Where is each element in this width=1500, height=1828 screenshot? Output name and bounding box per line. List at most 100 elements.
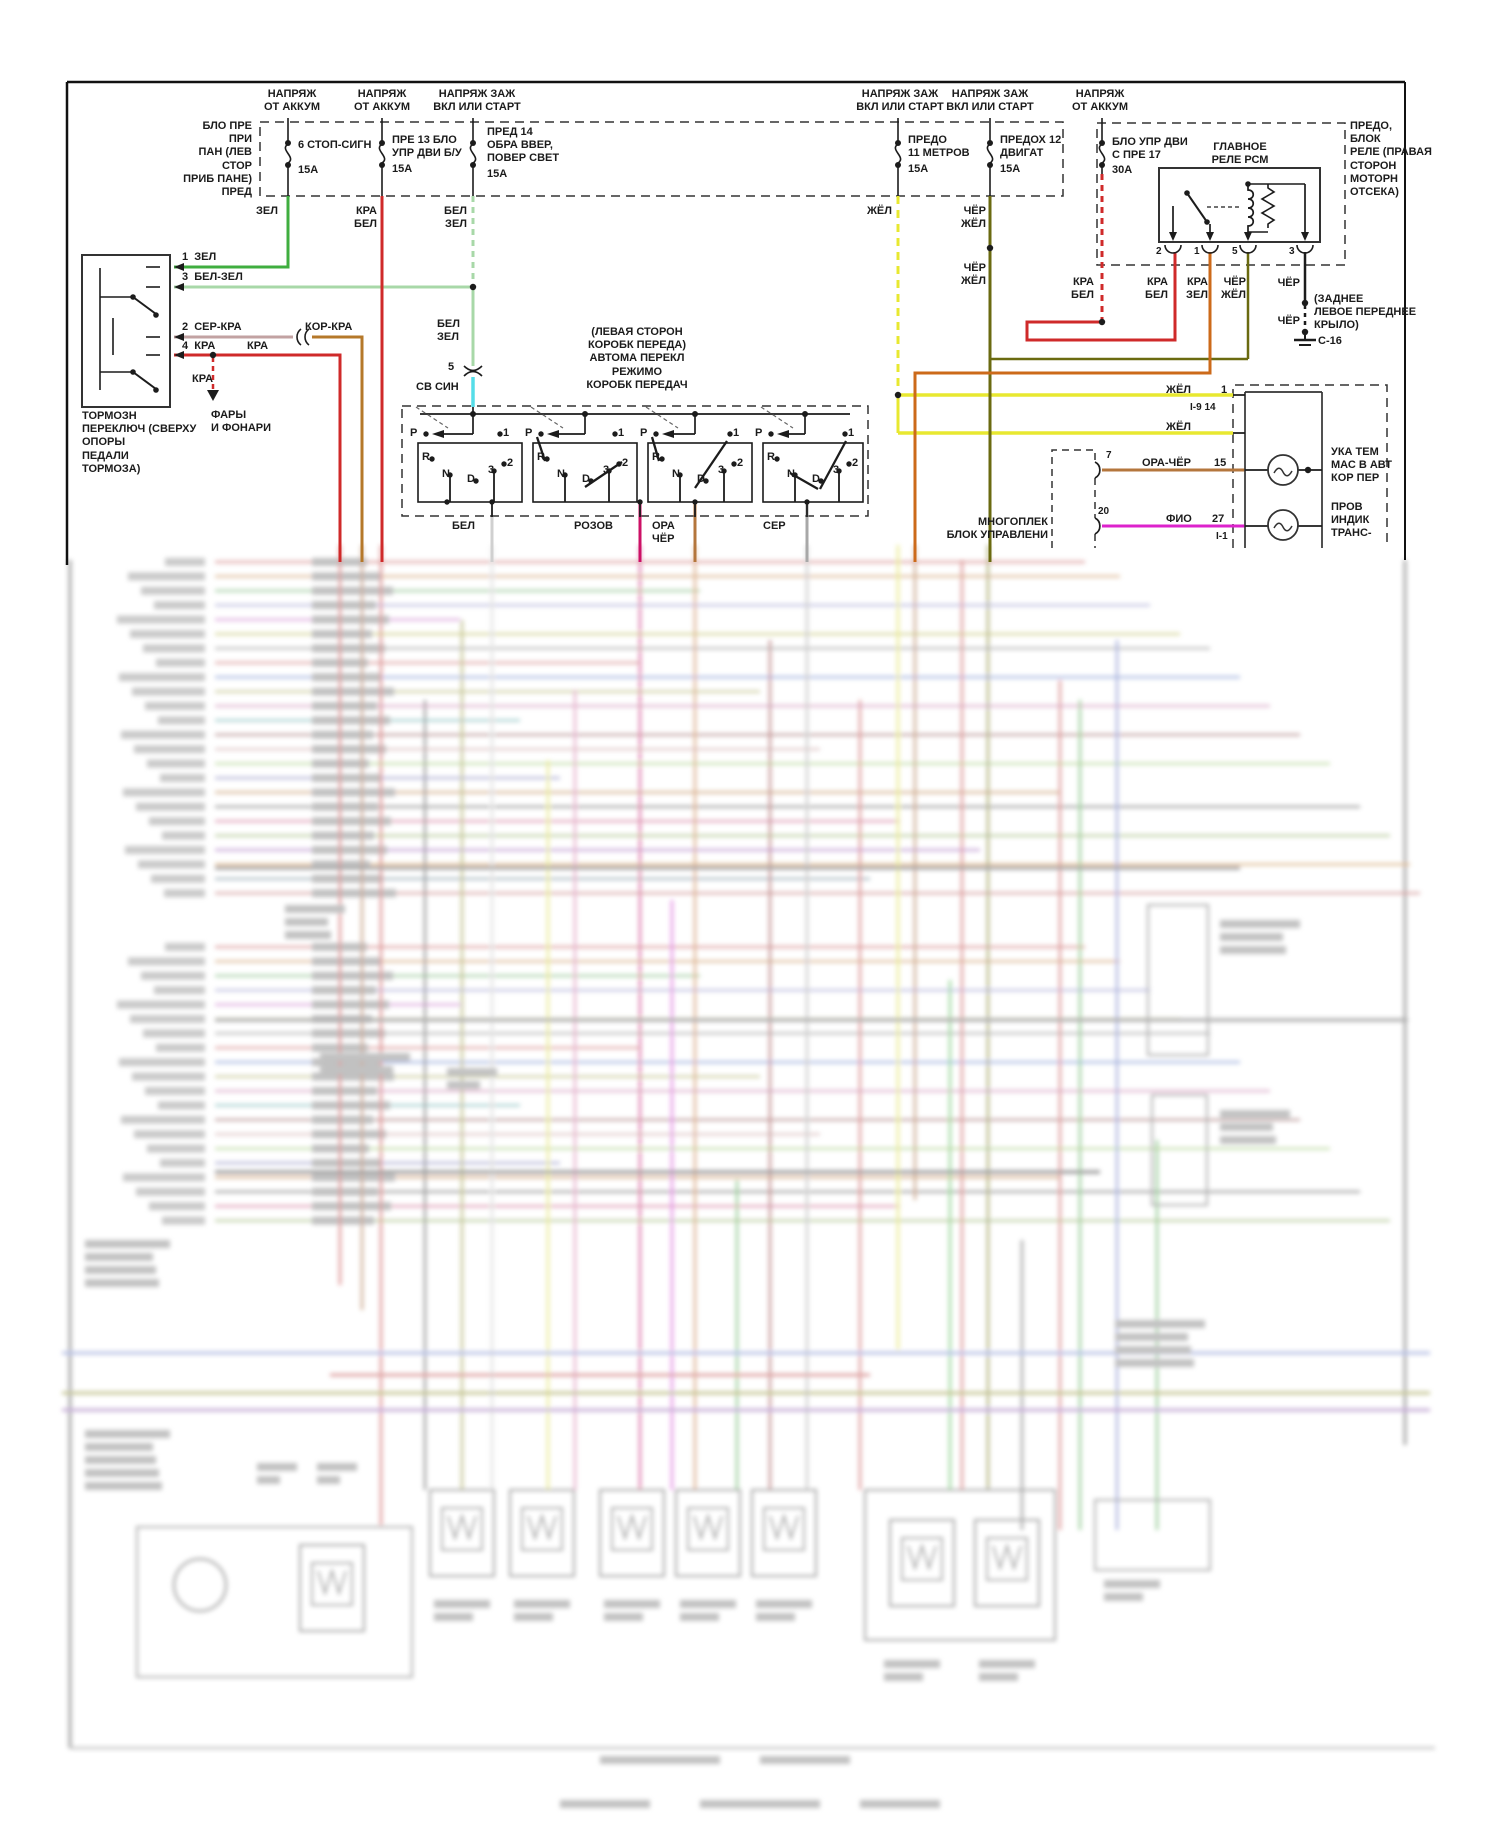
fuse6-amp: 15А xyxy=(298,164,319,176)
relay-title: ГЛАВНОЕ РЕЛЕ РСМ xyxy=(1211,141,1269,167)
wire-zhel-h1: ЖЁЛ xyxy=(1166,384,1192,396)
wire-krazel-p1: КРА ЗЕЛ xyxy=(1186,276,1208,302)
ground-code: С-16 xyxy=(1318,335,1342,347)
gear-position-letter: P xyxy=(755,427,763,439)
gear-position-letter: 1 xyxy=(503,427,510,439)
fuse11-amp: 15А xyxy=(908,163,929,175)
wire-cher-p3a: ЧЁР xyxy=(1277,277,1300,289)
mux-pin-7: 7 xyxy=(1106,450,1112,461)
gear-position-letter: 2 xyxy=(737,457,744,469)
fuse17-label: БЛО УПР ДВИ С ПРЕ 17 xyxy=(1112,136,1188,162)
gear-position-letter: 1 xyxy=(848,427,855,439)
wire-krabel-f17: КРА БЕЛ xyxy=(1071,276,1094,302)
connector-ref-i1: I-1 xyxy=(1216,531,1228,542)
brake-terminal-3: 3 БЕЛ-ЗЕЛ xyxy=(182,271,243,283)
fuse13-amp: 15А xyxy=(392,163,413,175)
gear-position-letter: 3 xyxy=(603,464,610,476)
sharp-diagram-section xyxy=(65,80,1406,565)
mux-pin-20: 20 xyxy=(1098,506,1110,517)
wire-oracher-num: 15 xyxy=(1214,457,1227,469)
connector-ref-i9: I-9 14 xyxy=(1190,402,1216,413)
gear-position-letter: P xyxy=(640,427,648,439)
wire-cherzhel-f12a: ЧЁР ЖЁЛ xyxy=(960,205,986,231)
voltage-header-1: НАПРЯЖ ОТ АККУМ xyxy=(264,88,320,114)
gear-position-letter: 3 xyxy=(833,464,840,476)
multiplex-label: МНОГОПЛЕК БЛОК УПРАВЛЕНИ xyxy=(946,516,1048,542)
fuse14-label: ПРЕД 14 ОБРА ВВЕР, ПОВЕР СВЕТ xyxy=(487,126,560,165)
gear-position-letter: 2 xyxy=(507,457,514,469)
fuse14-amp: 15А xyxy=(487,168,508,180)
brake-switch-label: ТОРМОЗН ПЕРЕКЛЮЧ (СВЕРХУ ОПОРЫ ПЕДАЛИ ТО… xyxy=(82,410,197,475)
gear-position-letter: N xyxy=(442,468,450,480)
gear-position-letter: D xyxy=(582,473,590,485)
brake-terminal-2: 2 СЕР-КРА xyxy=(182,321,242,333)
brake-terminal-1: 1 ЗЕЛ xyxy=(182,251,217,263)
gearbox-out-oracher: ОРА ЧЁР xyxy=(652,520,675,546)
wire-zel-label: ЗЕЛ xyxy=(256,205,278,217)
fuse11-label: ПРЕДО 11 МЕТРОВ xyxy=(908,134,970,160)
gear-position-letter: R xyxy=(537,451,545,463)
gear-position-letter: 2 xyxy=(622,457,629,469)
voltage-header-6: НАПРЯЖ ОТ АККУМ xyxy=(1072,88,1128,114)
wire-kra-mid: КРА xyxy=(247,340,269,352)
fuse12-amp: 15А xyxy=(1000,163,1021,175)
fuse12-label: ПРЕДОХ 12 ДВИГАТ xyxy=(1000,134,1062,160)
gear-position-letter: N xyxy=(672,468,680,480)
gear-position-letter: D xyxy=(697,473,705,485)
voltage-header-5: НАПРЯЖ ЗАЖ ВКЛ ИЛИ СТАРТ xyxy=(946,88,1034,114)
gear-position-letter: 3 xyxy=(488,464,495,476)
fuse17-amp: 30А xyxy=(1112,164,1133,176)
gearbox-out-ser: СЕР xyxy=(763,520,786,532)
gear-position-letter: N xyxy=(787,468,795,480)
wire-cherzhel-p5: ЧЁР ЖЁЛ xyxy=(1220,276,1246,302)
wire-cher-p3b: ЧЁР xyxy=(1277,315,1300,327)
connector-5-num: 5 xyxy=(448,361,455,373)
wire-zhel-h2: ЖЁЛ xyxy=(1166,421,1192,433)
gear-position-letter: D xyxy=(812,473,820,485)
wire-korkra: КОР-КРА xyxy=(305,321,353,333)
wire-belzel-f14: БЕЛ ЗЕЛ xyxy=(444,205,467,231)
wire-fio-num: 27 xyxy=(1212,513,1225,525)
gauge-lamp2-label: ПРОВ ИНДИК ТРАНС- xyxy=(1331,501,1372,540)
wire-kra-down: КРА xyxy=(192,373,214,385)
gear-position-letter: P xyxy=(410,427,418,439)
gear-position-letter: R xyxy=(422,451,430,463)
wire-oracher-label: ОРА-ЧЁР xyxy=(1142,457,1191,469)
gear-position-letter: 3 xyxy=(718,464,725,476)
blurred-diagram-section xyxy=(62,545,1435,1808)
fuse13-label: ПРЕ 13 БЛО УПР ДВИ Б/У xyxy=(392,134,462,160)
relay-pin-5: 5 xyxy=(1232,246,1238,257)
wire-krabel-p2: КРА БЕЛ xyxy=(1145,276,1168,302)
voltage-header-2: НАПРЯЖ ОТ АККУМ xyxy=(354,88,410,114)
gear-position-letter: R xyxy=(767,451,775,463)
relay-pin-2: 2 xyxy=(1156,246,1162,257)
gear-position-letter: 1 xyxy=(733,427,740,439)
gearbox-out-rozov: РОЗОВ xyxy=(574,520,613,532)
gear-position-letter: R xyxy=(652,451,660,463)
ground-location-label: (ЗАДНЕЕ ЛЕВОЕ ПЕРЕДНЕЕ КРЫЛО) xyxy=(1314,293,1417,332)
gear-position-letter: N xyxy=(557,468,565,480)
gear-position-letter: P xyxy=(525,427,533,439)
gearbox-title: (ЛЕВАЯ СТОРОН КОРОБК ПЕРЕДА) АВТОМА ПЕРЕ… xyxy=(586,326,688,391)
headlights-note: ФАРЫ И ФОНАРИ xyxy=(211,409,272,435)
gearbox-out-bel: БЕЛ xyxy=(452,520,475,532)
wire-fio-label: ФИО xyxy=(1166,513,1192,525)
voltage-header-4: НАПРЯЖ ЗАЖ ВКЛ ИЛИ СТАРТ xyxy=(856,88,944,114)
gear-position-letter: D xyxy=(467,473,475,485)
gauge-lamp1-label: УКА ТЕМ МАС В АВТ КОР ПЕР xyxy=(1331,446,1393,485)
gear-position-letter: 1 xyxy=(618,427,625,439)
wire-zhel-f11: ЖЁЛ xyxy=(866,205,892,217)
relay-block-label: ПРЕДО, БЛОК РЕЛЕ (ПРАВАЯ СТОРОН МОТОРН О… xyxy=(1350,120,1432,198)
wire-cherzhel-f12b: ЧЁР ЖЁЛ xyxy=(960,262,986,288)
voltage-header-3: НАПРЯЖ ЗАЖ ВКЛ ИЛИ СТАРТ xyxy=(433,88,521,114)
fuse-block-left-label: БЛО ПРЕ ПРИ ПАН (ЛЕВ СТОР ПРИБ ПАНЕ) ПРЕ… xyxy=(183,120,252,198)
wire-krabel-f13: КРА БЕЛ xyxy=(354,205,377,231)
brake-terminal-4: 4 КРА xyxy=(182,340,216,352)
wire-zhel-h1-num: 1 xyxy=(1221,384,1228,396)
relay-pin-3: 3 xyxy=(1289,246,1295,257)
wire-svsin: СВ СИН xyxy=(416,381,459,393)
fuse6-label: 6 СТОП-СИГН xyxy=(298,139,372,151)
gear-position-letter: 2 xyxy=(852,457,859,469)
